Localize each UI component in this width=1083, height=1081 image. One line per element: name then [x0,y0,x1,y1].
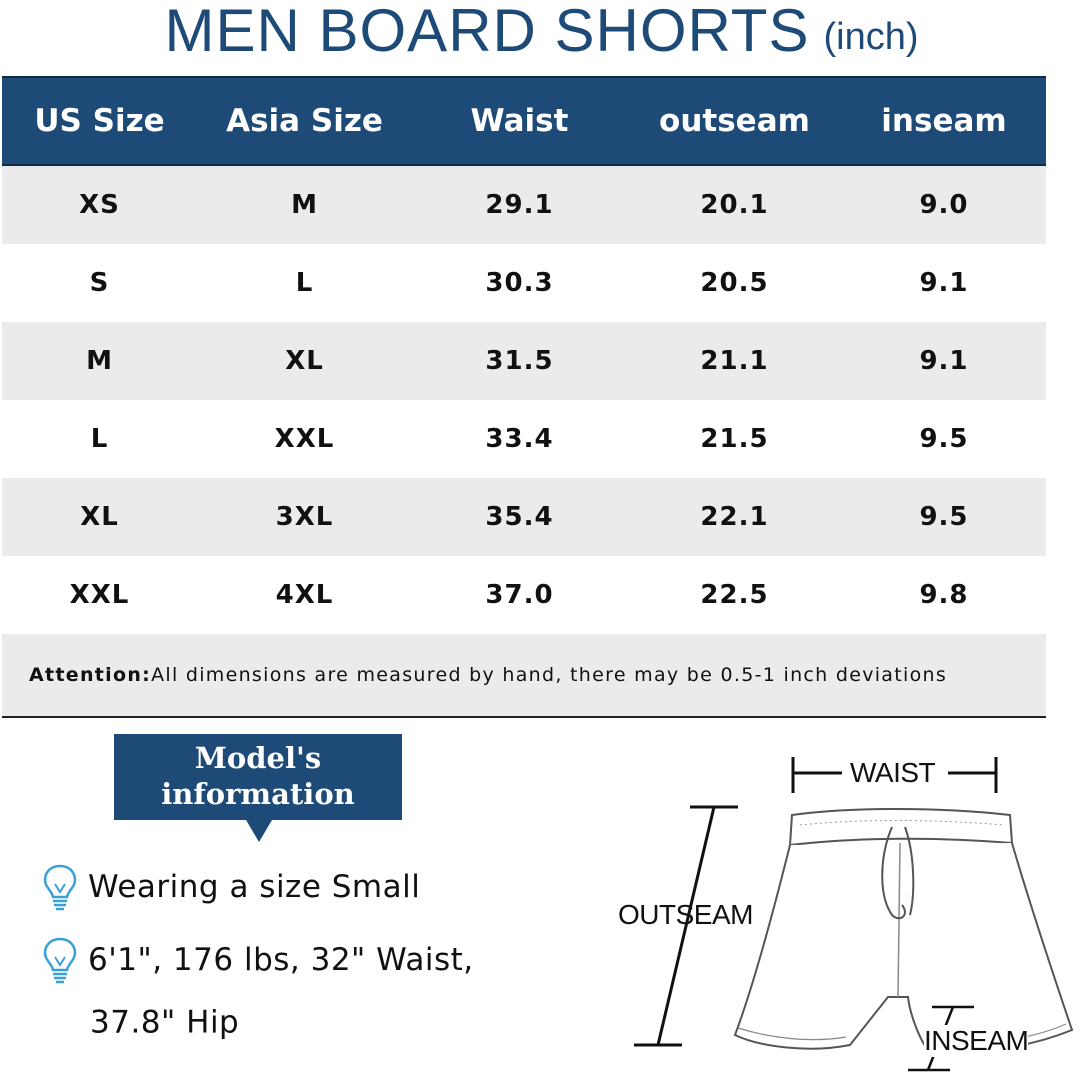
title-unit: (inch) [823,16,919,58]
attention-note: Attention: All dimensions are measured b… [2,634,1046,718]
table-row: S L 30.3 20.5 9.1 [2,244,1046,322]
cell-us-size: L [90,424,109,454]
cell-waist: 37.0 [485,580,554,610]
cell-outseam: 21.1 [700,346,769,376]
size-table: US Size Asia Size Waist outseam inseam X… [2,76,1046,718]
header-us-size: US Size [34,103,165,139]
table-row: XL 3XL 35.4 22.1 9.5 [2,478,1046,556]
cell-inseam: 9.1 [919,346,969,376]
cell-outseam: 20.1 [700,190,769,220]
table-row: XS M 29.1 20.1 9.0 [2,166,1046,244]
lightbulb-icon [40,935,80,985]
cell-waist: 29.1 [485,190,554,220]
header-outseam: outseam [659,103,810,139]
cell-asia-size: M [291,190,318,220]
cell-waist: 35.4 [485,502,554,532]
waist-label: WAIST [850,757,936,789]
cell-waist: 30.3 [485,268,554,298]
shorts-diagram: WAIST OUTSEAM INSEAM [610,745,1080,1075]
inseam-label: INSEAM [924,1025,1029,1057]
cell-inseam: 9.1 [919,268,969,298]
cell-asia-size: XL [285,346,324,376]
page-title: MEN BOARD SHORTS (inch) [0,0,1083,72]
model-title-line2: information [161,777,355,811]
model-hip-text: 37.8" Hip [90,1004,240,1041]
cell-outseam: 22.1 [700,502,769,532]
model-size-text: Wearing a size Small [88,869,421,905]
title-main: MEN BOARD SHORTS [164,0,810,64]
cell-asia-size: L [295,268,314,298]
cell-waist: 31.5 [485,346,554,376]
attention-text: All dimensions are measured by hand, the… [151,664,948,686]
cell-us-size: M [86,346,113,376]
model-hip-line: 37.8" Hip [90,1003,239,1041]
table-header: US Size Asia Size Waist outseam inseam [2,76,1046,166]
table-row: M XL 31.5 21.1 9.1 [2,322,1046,400]
model-measurements-text: 6'1", 176 lbs, 32" Waist, [88,942,474,978]
model-info-banner: Model's information [114,734,402,842]
cell-asia-size: XXL [274,424,335,454]
outseam-label: OUTSEAM [618,899,753,930]
model-size-line: Wearing a size Small [40,862,420,912]
shorts-illustration [634,757,1074,1072]
attention-label: Attention: [29,664,152,686]
header-asia-size: Asia Size [226,103,383,139]
cell-us-size: XXL [69,580,130,610]
cell-inseam: 9.0 [919,190,969,220]
header-inseam: inseam [881,103,1007,139]
cell-inseam: 9.5 [919,424,969,454]
model-measurements-line: 6'1", 176 lbs, 32" Waist, [40,935,474,985]
model-title-line1: Model's [194,741,322,775]
banner-pointer [246,820,272,842]
cell-us-size: XS [79,190,120,220]
cell-us-size: S [89,268,110,298]
table-row: XXL 4XL 37.0 22.5 9.8 [2,556,1046,634]
cell-outseam: 21.5 [700,424,769,454]
cell-asia-size: 3XL [275,502,334,532]
table-row: L XXL 33.4 21.5 9.5 [2,400,1046,478]
cell-asia-size: 4XL [275,580,334,610]
cell-inseam: 9.5 [919,502,969,532]
cell-outseam: 20.5 [700,268,769,298]
header-waist: Waist [470,103,569,139]
cell-us-size: XL [80,502,119,532]
lightbulb-icon [40,862,80,912]
cell-inseam: 9.8 [919,580,969,610]
cell-outseam: 22.5 [700,580,769,610]
cell-waist: 33.4 [485,424,554,454]
